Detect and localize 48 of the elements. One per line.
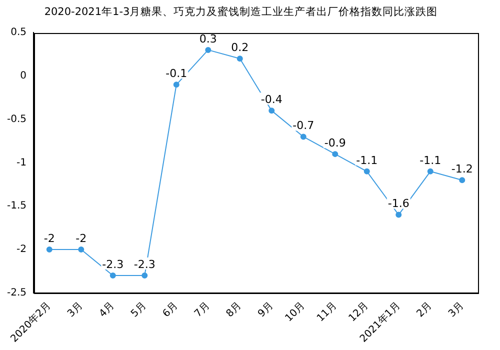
x-tick-label: 3月: [66, 300, 86, 320]
data-label: 0.2: [231, 40, 249, 54]
point: [173, 82, 180, 88]
x-tick-label: 10月: [283, 300, 308, 324]
point: [142, 272, 148, 279]
x-tick-label: 8月: [224, 300, 244, 320]
x-tick-label: 9月: [256, 300, 276, 320]
data-label: -2.3: [102, 258, 124, 271]
point: [427, 168, 434, 174]
x-tick-label: 2月: [414, 300, 434, 320]
y-tick-label: -2.5: [6, 287, 27, 298]
data-label: -1.1: [420, 154, 442, 167]
x-tick-label: 6月: [160, 300, 180, 320]
y-tick-label: -1.5: [6, 200, 27, 212]
point: [236, 56, 243, 62]
point: [332, 151, 338, 158]
y-tick-label: -1: [16, 157, 27, 168]
data-label: -1.6: [388, 197, 410, 210]
x-tick-label: 3月: [446, 300, 466, 320]
point: [78, 246, 84, 252]
data-label: 0.3: [199, 32, 217, 46]
data-label: -0.9: [324, 136, 346, 150]
x-tick-label: 7月: [192, 300, 212, 320]
data-label: -0.1: [166, 67, 188, 80]
data-label: -2: [44, 232, 55, 245]
chart-title: 2020-2021年1-3月糖果、巧克力及蜜饯制造工业生产者出厂价格指数同比涨跌图: [44, 5, 438, 18]
y-tick-label: 0.5: [10, 27, 27, 38]
data-label: -2.3: [134, 258, 156, 271]
y-tick-label: 0: [20, 70, 27, 82]
point: [364, 168, 370, 174]
point: [268, 108, 275, 114]
x-tick-label: 4月: [97, 300, 117, 320]
data-label: -2: [76, 232, 87, 245]
x-tick-label: 12月: [346, 300, 371, 324]
point: [300, 134, 306, 140]
data-label: -0.4: [260, 93, 282, 106]
point: [459, 177, 466, 184]
x-tick-label: 5月: [129, 300, 149, 320]
point: [396, 212, 402, 218]
data-label: -0.7: [292, 119, 314, 132]
point: [46, 246, 52, 252]
data-label: -1.1: [356, 154, 378, 167]
x-tick-label: 11月: [315, 300, 340, 324]
point: [205, 46, 212, 53]
y-tick-label: -0.5: [6, 114, 27, 125]
point: [110, 272, 116, 279]
data-label: -1.2: [451, 162, 473, 176]
y-tick-label: -2: [16, 244, 27, 256]
